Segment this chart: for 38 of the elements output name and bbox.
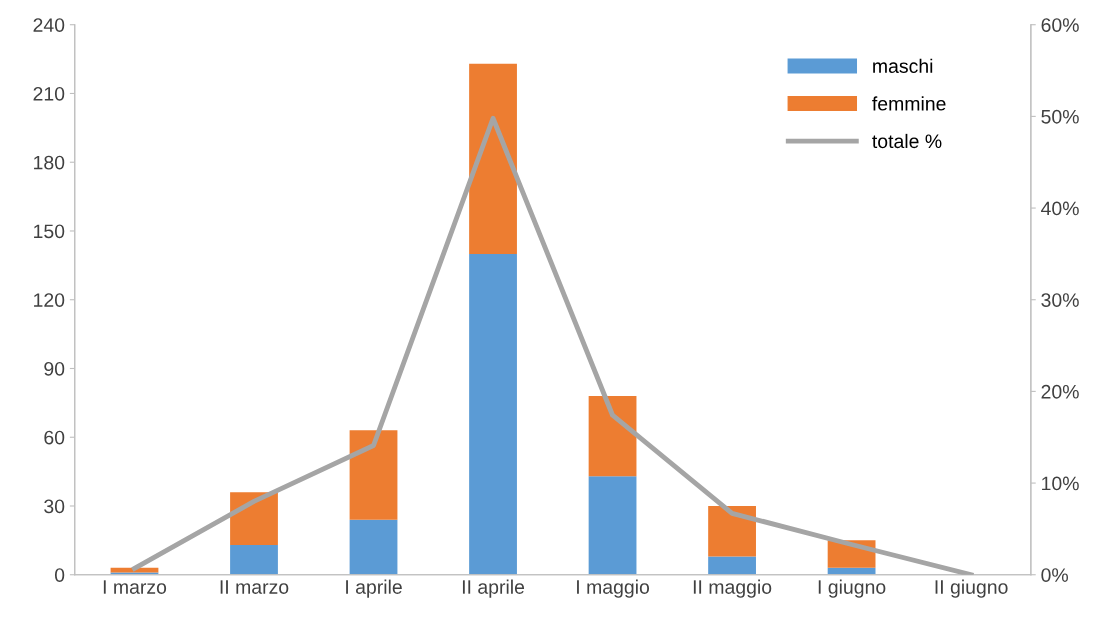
line-series	[132, 115, 974, 575]
x-tick-label: I marzo	[103, 580, 167, 594]
bar	[469, 63, 517, 254]
y-tick-label: 120	[34, 293, 65, 307]
y2-tick-label: 0%	[1041, 568, 1068, 582]
y2-tick-label: 30%	[1041, 293, 1079, 307]
bar	[349, 519, 398, 575]
y2-tick-label: 50%	[1041, 109, 1079, 124]
bar	[230, 492, 278, 545]
bar	[708, 505, 756, 557]
legend-label: totale %	[872, 133, 942, 149]
bar	[588, 476, 637, 575]
y2-tick-label: 20%	[1041, 384, 1079, 399]
y-tick-label: 0	[54, 568, 65, 582]
bar	[349, 430, 398, 520]
x-tick-label: I aprile	[346, 579, 402, 598]
x-tick-label: II marzo	[220, 580, 289, 594]
x-tick-label: I giugno	[818, 579, 886, 598]
x-tick-label: II maggio	[693, 579, 772, 598]
y-tick-label: 240	[33, 18, 65, 32]
y2-tick-label: 10%	[1042, 476, 1079, 491]
y-tick-label: 60	[44, 430, 65, 445]
y-tick-label: 150	[34, 224, 65, 239]
bar	[588, 395, 637, 477]
y2-tick-label: 60%	[1041, 18, 1079, 32]
legend-label: femmine	[872, 96, 946, 111]
x-tick-label: I maggio	[577, 579, 650, 598]
y-tick-label: 30	[44, 499, 65, 514]
y-tick-label: 90	[44, 361, 65, 376]
x-tick-label: II giugno	[935, 579, 1008, 598]
bar	[230, 544, 278, 575]
bar	[469, 253, 517, 575]
y2-tick-label: 40%	[1041, 201, 1079, 216]
y-tick-label: 210	[33, 86, 65, 101]
y-tick-label: 180	[34, 155, 65, 170]
legend-label: maschi	[873, 58, 933, 73]
x-tick-label: II aprile	[462, 579, 525, 598]
bar	[708, 556, 756, 575]
